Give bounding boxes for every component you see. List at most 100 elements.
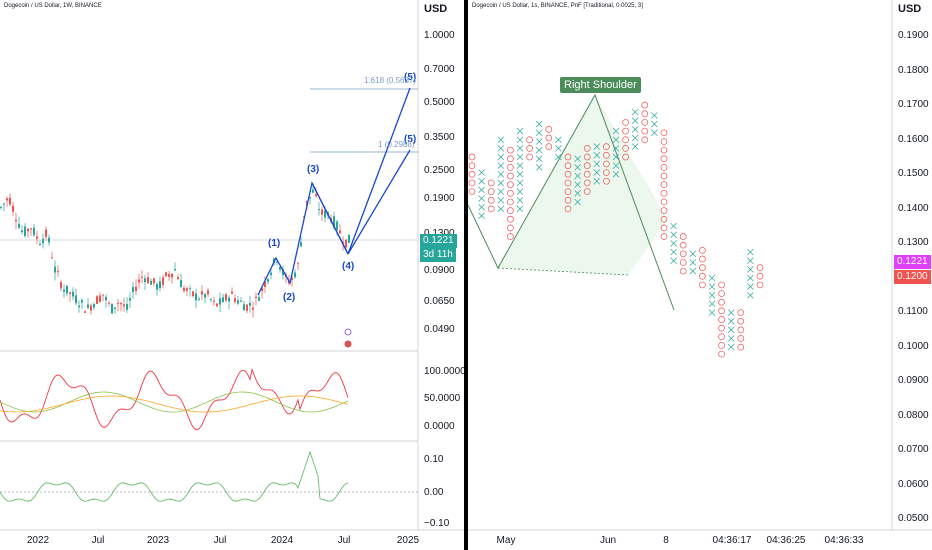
right-chart-panel[interactable]: Dogecoin / US Dollar, 1s, BINANCE, PnF [… [468, 0, 932, 550]
left-candle-body [219, 298, 221, 305]
pnf-o-mark [545, 134, 553, 142]
pnf-o-mark [622, 119, 629, 126]
left-xtick-1: Jul [91, 535, 105, 546]
left-candle-body [12, 205, 14, 212]
pnf-o-mark [660, 207, 668, 214]
pnf-x-mark [516, 153, 524, 161]
left-candle-body [216, 303, 218, 307]
pnf-x-mark [497, 171, 505, 178]
pnf-o-mark [699, 281, 706, 289]
pnf-x-mark [516, 171, 524, 178]
pnf-x-mark [593, 169, 601, 176]
left-candle-body [246, 304, 248, 311]
pnf-o-mark [564, 179, 572, 187]
right-chart-title: Dogecoin / US Dollar, 1s, BINANCE, PnF [… [472, 3, 643, 9]
pnf-o-mark [660, 172, 668, 180]
pnf-o-mark [660, 164, 668, 171]
left-ytick-8: 0.0650 [424, 296, 455, 307]
pnf-x-mark [689, 267, 697, 275]
pnf-o-mark [603, 160, 610, 168]
left-chart-panel[interactable]: Dogecoin / US Dollar, 1W, BINANCE USD 1.… [0, 0, 464, 550]
pnf-x-mark [612, 171, 620, 178]
left-ytick-6: 0.1300 [424, 228, 455, 239]
pnf-o-mark [718, 307, 725, 315]
wave-projection-upper [347, 87, 411, 255]
panel-divider[interactable] [464, 0, 468, 550]
left-candle-body [45, 229, 47, 237]
pnf-x-mark [535, 164, 543, 171]
left-candle-body [348, 234, 350, 243]
pnf-x-mark [612, 145, 620, 152]
pnf-x-mark [478, 195, 485, 202]
pnf-x-mark [574, 181, 581, 188]
pnf-o-mark [622, 153, 629, 161]
left-candle-body [60, 282, 62, 289]
pnf-o-mark [507, 181, 514, 189]
pnf-x-mark [747, 283, 754, 290]
pnf-o-mark [507, 198, 514, 206]
left-candle-body [180, 280, 182, 288]
left-candle-body [3, 203, 5, 205]
left-candle-body [270, 272, 272, 276]
pnf-o-mark [507, 146, 514, 154]
left-candle-body [9, 197, 11, 205]
pnf-x-mark [747, 292, 754, 299]
pnf-x-mark [747, 257, 754, 264]
pnf-o-mark [507, 233, 514, 240]
pnf-x-mark [516, 179, 524, 187]
event-marker-icon [344, 328, 352, 336]
left-candle-body [18, 223, 20, 228]
pnf-x-mark [670, 222, 677, 230]
pnf-o-mark [487, 188, 495, 195]
left-candle-body [153, 278, 155, 284]
right-xtick-1: Jun [599, 535, 617, 546]
pnf-o-mark [718, 324, 725, 332]
flag-event-icon [344, 340, 352, 348]
pnf-x-mark [670, 257, 677, 264]
right-ytick-14: 0.0500 [898, 513, 929, 524]
pnf-x-mark [478, 212, 485, 220]
pnf-x-mark [708, 292, 716, 299]
pnf-x-mark [612, 136, 620, 143]
pnf-o-mark [718, 342, 725, 349]
wave-label-4: (4) [342, 261, 355, 272]
left-candle-body [309, 196, 311, 199]
left-candle-body [132, 286, 134, 292]
right-ytick-2: 0.1700 [898, 99, 929, 110]
pnf-o-mark [660, 215, 668, 223]
left-candle-body [249, 302, 251, 306]
pnf-o-mark [487, 205, 495, 213]
pnf-x-mark [708, 283, 716, 290]
pnf-x-mark [727, 335, 735, 342]
pnf-x-mark [516, 162, 524, 169]
pnf-o-mark [660, 198, 668, 206]
left-osc2-tick-2: −0.10 [424, 518, 450, 529]
left-candle-body [27, 228, 29, 232]
left-candle-body [345, 239, 347, 248]
pnf-x-mark [593, 160, 601, 168]
pnf-x-mark [747, 248, 754, 256]
right-chart-canvas[interactable] [468, 0, 932, 550]
left-chart-canvas[interactable] [0, 0, 464, 550]
pnf-x-mark [651, 120, 658, 128]
left-candle-body [189, 288, 191, 290]
left-candle-body [21, 230, 23, 233]
left-candle-body [252, 307, 254, 310]
pnf-x-mark [574, 155, 581, 162]
left-xtick-4: 2024 [270, 535, 294, 546]
pnf-o-mark [660, 138, 668, 145]
pnf-o-mark [564, 170, 572, 178]
wave-label-2: (2) [283, 292, 296, 303]
left-candle-body [186, 288, 188, 291]
pnf-o-mark [603, 143, 610, 150]
pnf-x-mark [478, 203, 485, 211]
left-candle-body [120, 303, 122, 305]
left-candle-body [210, 299, 212, 301]
pnf-x-mark [574, 190, 581, 197]
pnf-x-mark [497, 153, 505, 161]
pnf-x-mark [593, 143, 601, 150]
left-candle-body [204, 293, 206, 298]
left-candle-body [66, 285, 68, 294]
left-candle-body [54, 266, 56, 273]
pnf-x-mark [516, 127, 524, 135]
